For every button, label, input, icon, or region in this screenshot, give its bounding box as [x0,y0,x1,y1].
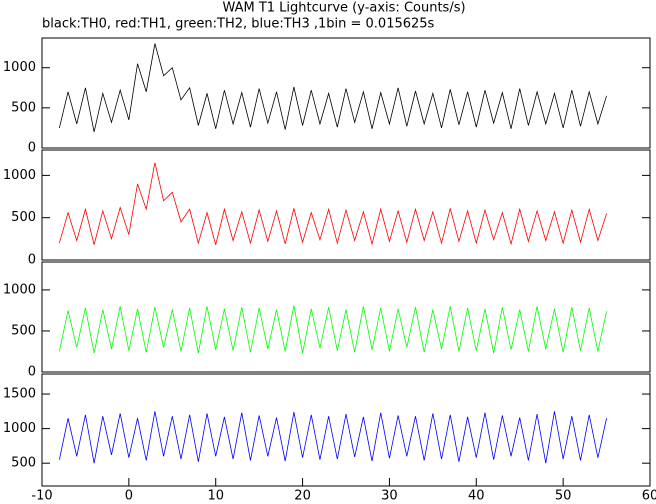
panel-frame [41,373,651,487]
x-tick-label: -10 [31,489,52,504]
lightcurve [58,411,607,464]
x-tick-label: 60 [642,489,656,504]
x-tick-label: 20 [294,489,311,504]
panel-frame [41,37,651,149]
panel-frame [41,261,651,373]
lightcurve [58,162,607,246]
y-tick-label: 0 [28,253,36,268]
x-tick-label: 50 [555,489,572,504]
x-tick-label: 0 [125,489,133,504]
y-tick-label: 1000 [3,421,36,436]
y-tick-label: 1000 [3,282,36,297]
y-tick-label: 500 [11,456,36,471]
y-tick-label: 500 [11,100,36,115]
x-tick-label: 40 [468,489,485,504]
chart-title: WAM T1 Lightcurve (y-axis: Counts/s) [222,1,465,16]
y-tick-label: 0 [28,141,36,156]
y-tick-label: 0 [28,365,36,380]
lightcurve [58,305,607,354]
lightcurve [58,43,607,133]
y-tick-label: 1000 [3,60,36,75]
x-tick-label: 10 [207,489,224,504]
y-tick-label: 1500 [3,387,36,402]
y-tick-label: 1000 [3,168,36,183]
chart-subtitle: black:TH0, red:TH1, green:TH2, blue:TH3 … [42,17,435,32]
y-tick-label: 500 [11,210,36,225]
x-tick-label: 30 [381,489,398,504]
panel-frame [41,149,651,261]
y-tick-label: 500 [11,323,36,338]
